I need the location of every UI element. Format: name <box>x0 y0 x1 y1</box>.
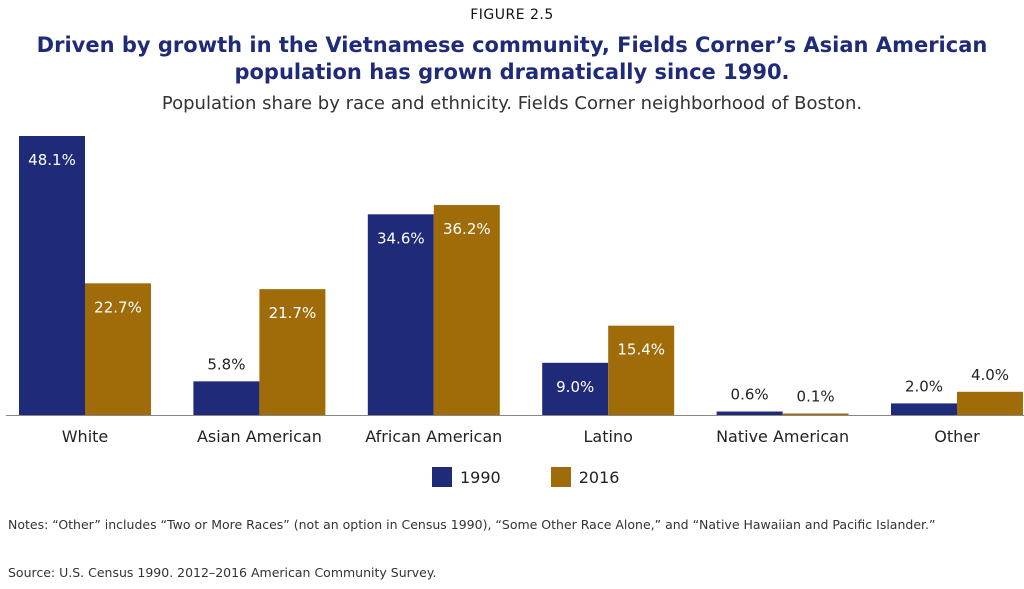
notes: Notes: “Other” includes “Two or More Rac… <box>8 517 936 532</box>
data-label: 34.6% <box>377 229 425 247</box>
bar-white-2016 <box>85 283 151 415</box>
data-label: 2.0% <box>905 377 943 395</box>
bar-african-american-2016 <box>433 205 500 415</box>
data-label: 21.7% <box>269 304 317 322</box>
data-label: 15.4% <box>617 341 665 359</box>
bar-latino-2016 <box>608 325 675 415</box>
title-line-1: Driven by growth in the Vietnamese commu… <box>36 33 988 57</box>
category-label: African American <box>365 427 502 446</box>
data-label: 48.1% <box>28 151 76 169</box>
bar-other-1990 <box>891 403 957 415</box>
bar-african-american-1990 <box>367 214 434 415</box>
category-label: Asian American <box>197 427 322 446</box>
legend-swatch-1990 <box>432 467 452 487</box>
data-label: 9.0% <box>556 378 594 396</box>
category-label: White <box>62 427 109 446</box>
bar-native-american-1990 <box>716 411 783 415</box>
bar-other-2016 <box>957 391 1023 415</box>
data-label: 0.1% <box>797 388 835 406</box>
data-label: 22.7% <box>94 298 142 316</box>
category-label: Other <box>934 427 980 446</box>
legend: 1990 2016 <box>432 467 619 487</box>
legend-swatch-2016 <box>550 467 571 487</box>
data-label: 0.6% <box>731 386 769 404</box>
bar-chart: 48.1% 22.7% White 5.8% 21.7% Asian American 34… <box>6 136 1024 446</box>
legend-label-2016: 2016 <box>578 467 620 487</box>
data-label: 4.0% <box>971 366 1009 384</box>
chart-title: Driven by growth in the Vietnamese commu… <box>0 32 1024 86</box>
data-label: 5.8% <box>207 355 245 373</box>
chart-subtitle: Population share by race and ethnicity. … <box>161 93 863 114</box>
bar-latino-1990 <box>542 362 609 415</box>
bar-asian-american-2016 <box>259 289 326 415</box>
title-line-2: population has grown dramatically since … <box>234 60 790 84</box>
data-label: 36.2% <box>443 220 491 238</box>
category-label: Native American <box>716 427 849 446</box>
bar-native-american-2016 <box>782 413 849 415</box>
bar-white-1990 <box>19 136 85 415</box>
bar-asian-american-1990 <box>193 381 260 415</box>
source: Source: U.S. Census 1990. 2012–2016 Amer… <box>8 565 437 580</box>
legend-label-1990: 1990 <box>460 467 501 487</box>
figure-label: FIGURE 2.5 <box>470 7 554 23</box>
category-label: Latino <box>584 427 633 446</box>
